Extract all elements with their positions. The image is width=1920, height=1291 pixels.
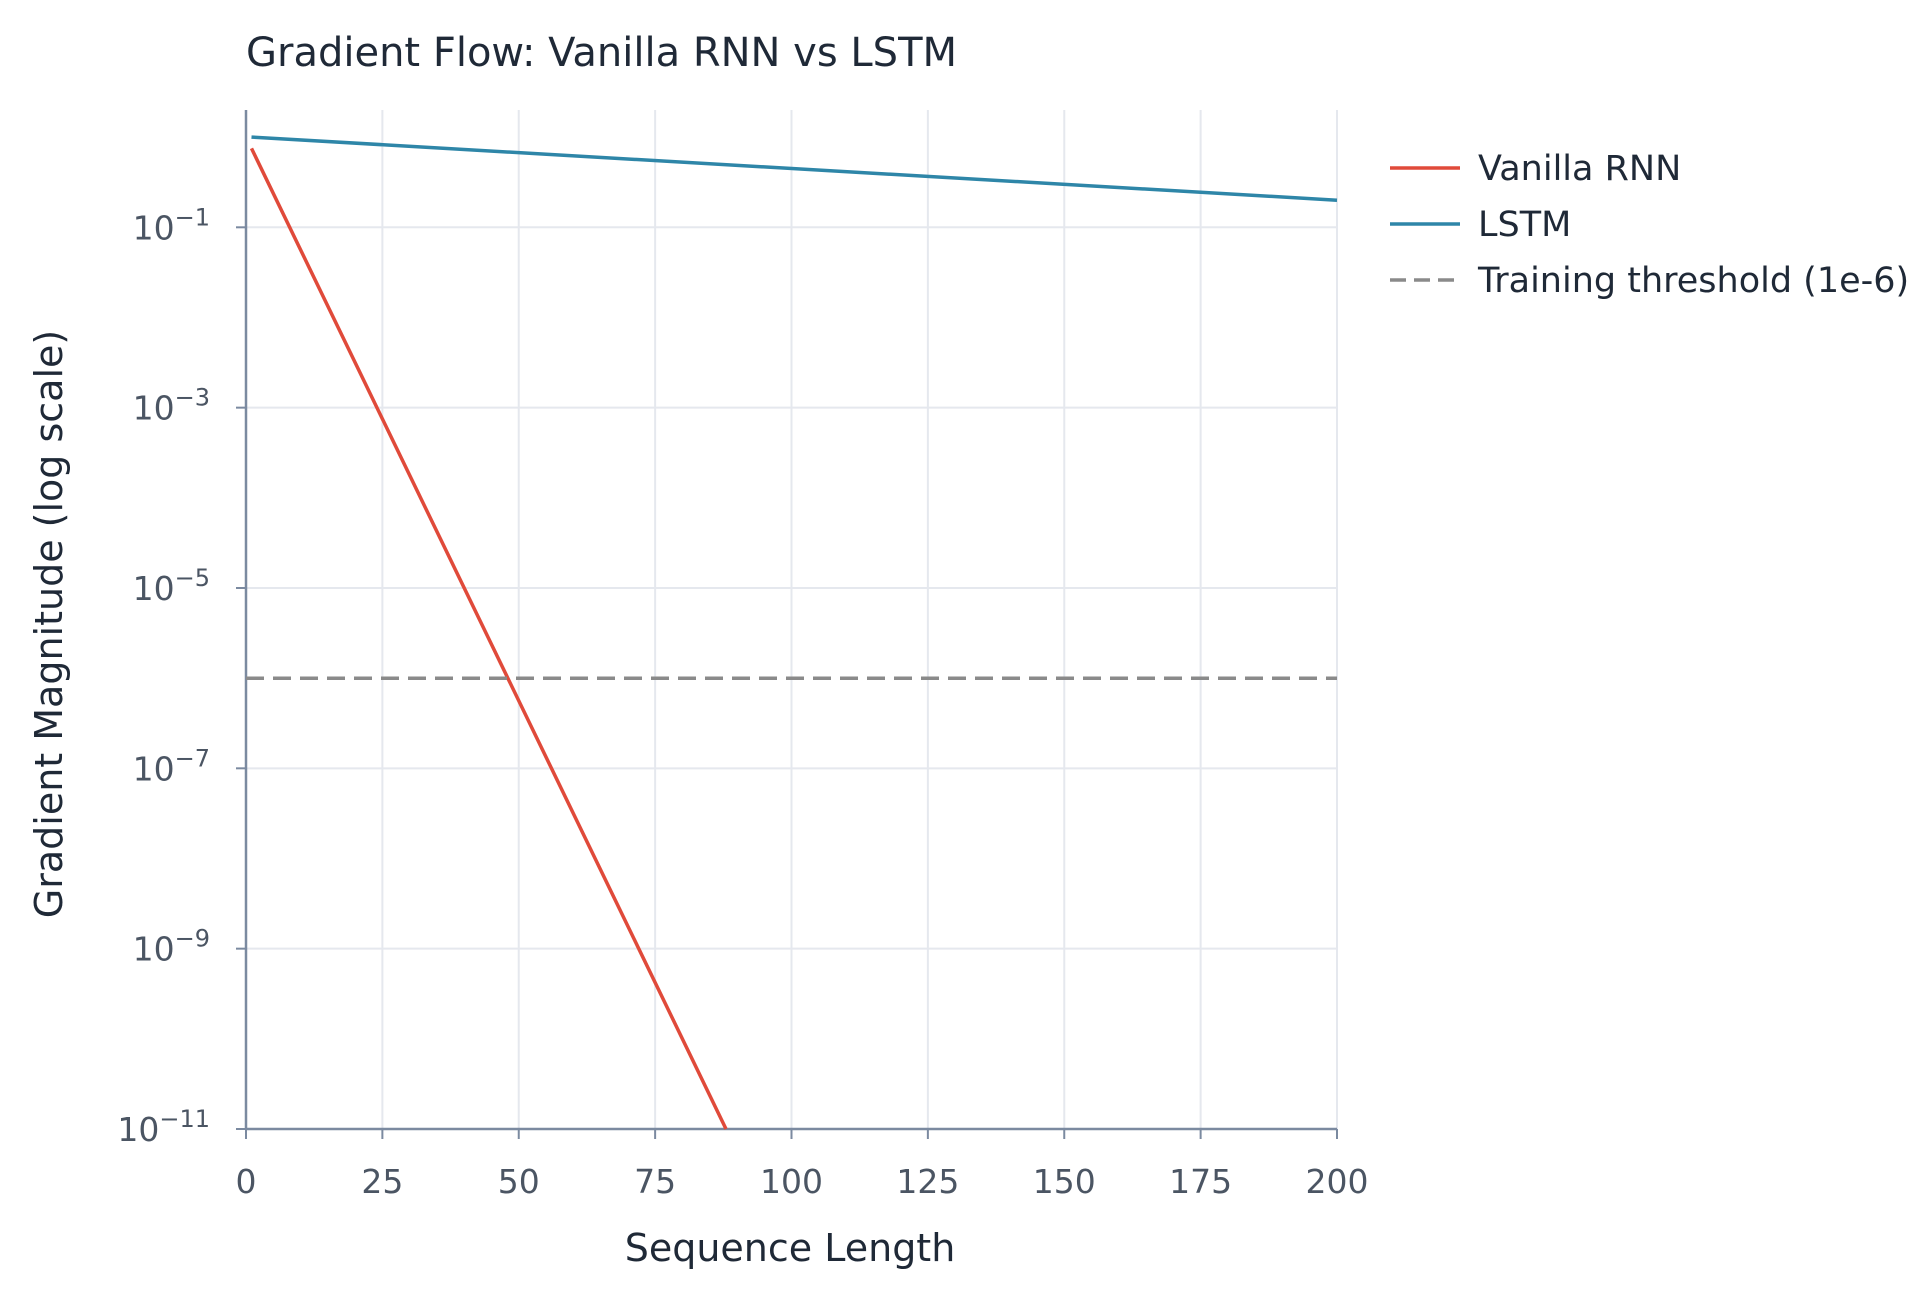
legend-label: LSTM [1478, 205, 1571, 245]
x-axis-label: Sequence Length [625, 1226, 956, 1270]
y-tick-label: 10−9 [133, 925, 210, 969]
legend-label: Training threshold (1e-6) [1477, 261, 1909, 301]
x-tick-label: 0 [236, 1162, 257, 1201]
y-tick-label: 10−1 [133, 203, 210, 247]
series-line-1 [249, 147, 728, 1130]
series-line-2 [251, 135, 1338, 202]
grid-lines [246, 110, 1338, 1129]
x-tick-label: 175 [1169, 1162, 1232, 1201]
series-group [246, 135, 1338, 1130]
x-tick-label: 75 [634, 1162, 676, 1201]
legend-label: Vanilla RNN [1478, 149, 1681, 189]
chart-title: Gradient Flow: Vanilla RNN vs LSTM [246, 30, 957, 76]
x-tick-label: 125 [896, 1162, 959, 1201]
y-tick-label: 10−7 [133, 744, 210, 788]
legend: Vanilla RNN LSTM Training threshold (1e-6) [1390, 149, 1909, 301]
y-tick-label: 10−3 [133, 384, 210, 428]
x-tick-label: 100 [760, 1162, 823, 1201]
y-tick-label: 10−11 [117, 1105, 210, 1149]
tick-labels: 0 25 50 75 100 125 150 175 200 10−1 10−3 10−5 10−7 10… [117, 203, 1368, 1201]
x-tick-label: 50 [498, 1162, 540, 1201]
x-tick-label: 150 [1033, 1162, 1096, 1201]
y-axis-label: Gradient Magnitude (log scale) [27, 330, 71, 918]
y-tick-label: 10−5 [133, 564, 210, 608]
axes [236, 110, 1338, 1139]
x-tick-label: 25 [361, 1162, 403, 1201]
x-tick-label: 200 [1306, 1162, 1369, 1201]
